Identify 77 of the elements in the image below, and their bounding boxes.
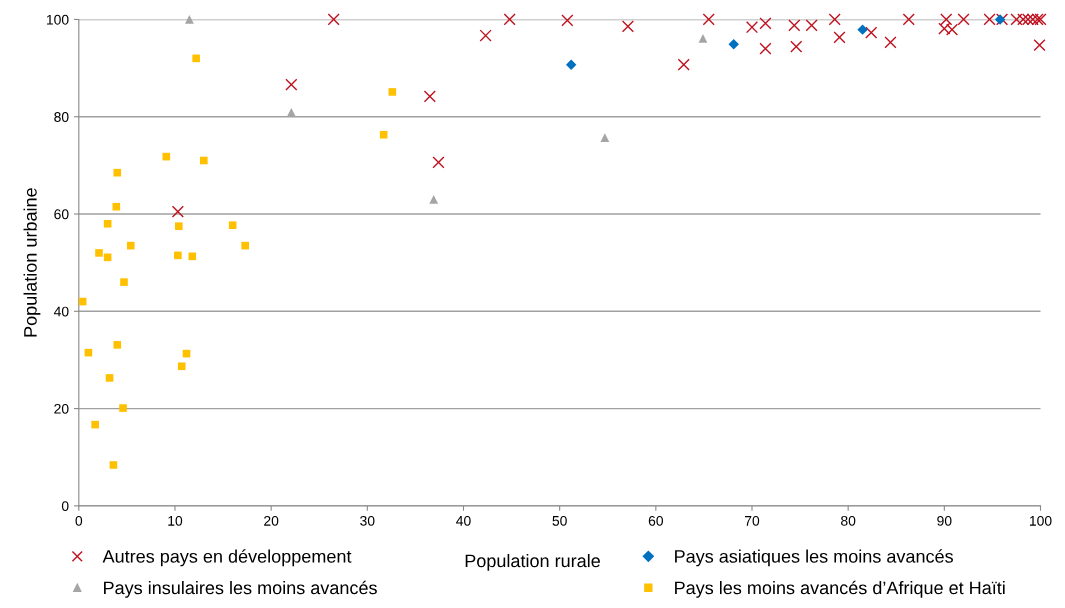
point [857, 24, 868, 35]
point [95, 249, 103, 257]
point [805, 19, 818, 32]
x-tick-label: 60 [648, 515, 664, 526]
point [503, 13, 516, 26]
point [790, 40, 803, 53]
point [940, 13, 953, 26]
point [379, 130, 388, 139]
point [621, 20, 635, 33]
y-tick-label: 20 [54, 403, 69, 414]
point [285, 78, 298, 91]
legend-label: Pays insulaires les moins avancés [104, 580, 377, 598]
point [728, 39, 739, 50]
point [759, 17, 772, 30]
point [228, 221, 237, 230]
point [759, 42, 772, 55]
point [200, 156, 208, 165]
y-tick-label: 100 [46, 14, 69, 25]
point [171, 205, 184, 218]
point [174, 251, 182, 260]
x-tick-label: 20 [264, 515, 279, 526]
point [327, 13, 340, 26]
point [113, 168, 122, 177]
point [865, 26, 878, 39]
point [702, 13, 715, 26]
x-tick-label: 30 [360, 515, 375, 526]
point [957, 13, 970, 26]
point [105, 374, 114, 382]
legend-label: Pays asiatiques les moins avancés [675, 549, 953, 567]
point [698, 34, 708, 43]
x-tick-label: 90 [937, 515, 952, 526]
point [1033, 39, 1046, 52]
point [566, 59, 577, 70]
y-tick-label: 40 [53, 306, 69, 317]
y-axis-title: Population urbaine [23, 188, 41, 337]
point [561, 14, 574, 27]
point [884, 36, 897, 49]
point [113, 341, 122, 349]
point [91, 420, 99, 429]
point [119, 404, 127, 412]
point [188, 252, 197, 261]
point [479, 29, 492, 42]
point [745, 21, 759, 34]
point [286, 107, 296, 117]
point [432, 156, 445, 169]
x-tick-label: 50 [552, 515, 567, 526]
point [429, 195, 439, 204]
point [677, 58, 690, 71]
x-axis-title: Population rurale [465, 553, 600, 571]
point [788, 19, 801, 32]
point [241, 241, 249, 250]
y-tick-label: 0 [61, 501, 69, 512]
point [126, 241, 135, 250]
x-tick-label: 100 [1029, 515, 1052, 526]
y-tick-label: 80 [54, 112, 69, 122]
point [177, 362, 186, 371]
point [423, 90, 436, 103]
x-tick-label: 40 [456, 515, 471, 526]
point [175, 222, 183, 230]
x-tick-label: 10 [168, 515, 183, 526]
point [103, 219, 112, 228]
point [185, 15, 194, 24]
point [833, 31, 846, 44]
point [109, 461, 118, 469]
legend-label: Pays les moins avancés d’Afrique et Haïti [675, 580, 1005, 598]
x-tick-label: 0 [75, 515, 83, 526]
point [828, 13, 841, 26]
x-tick-label: 80 [841, 515, 856, 526]
point [388, 88, 397, 96]
x-tick-label: 70 [744, 515, 760, 526]
point [902, 13, 915, 26]
point [120, 278, 128, 286]
point [192, 54, 200, 63]
point [600, 133, 610, 143]
point [112, 202, 121, 211]
legend-label: Autres pays en développement [102, 549, 352, 567]
y-tick-label: 60 [54, 209, 69, 220]
